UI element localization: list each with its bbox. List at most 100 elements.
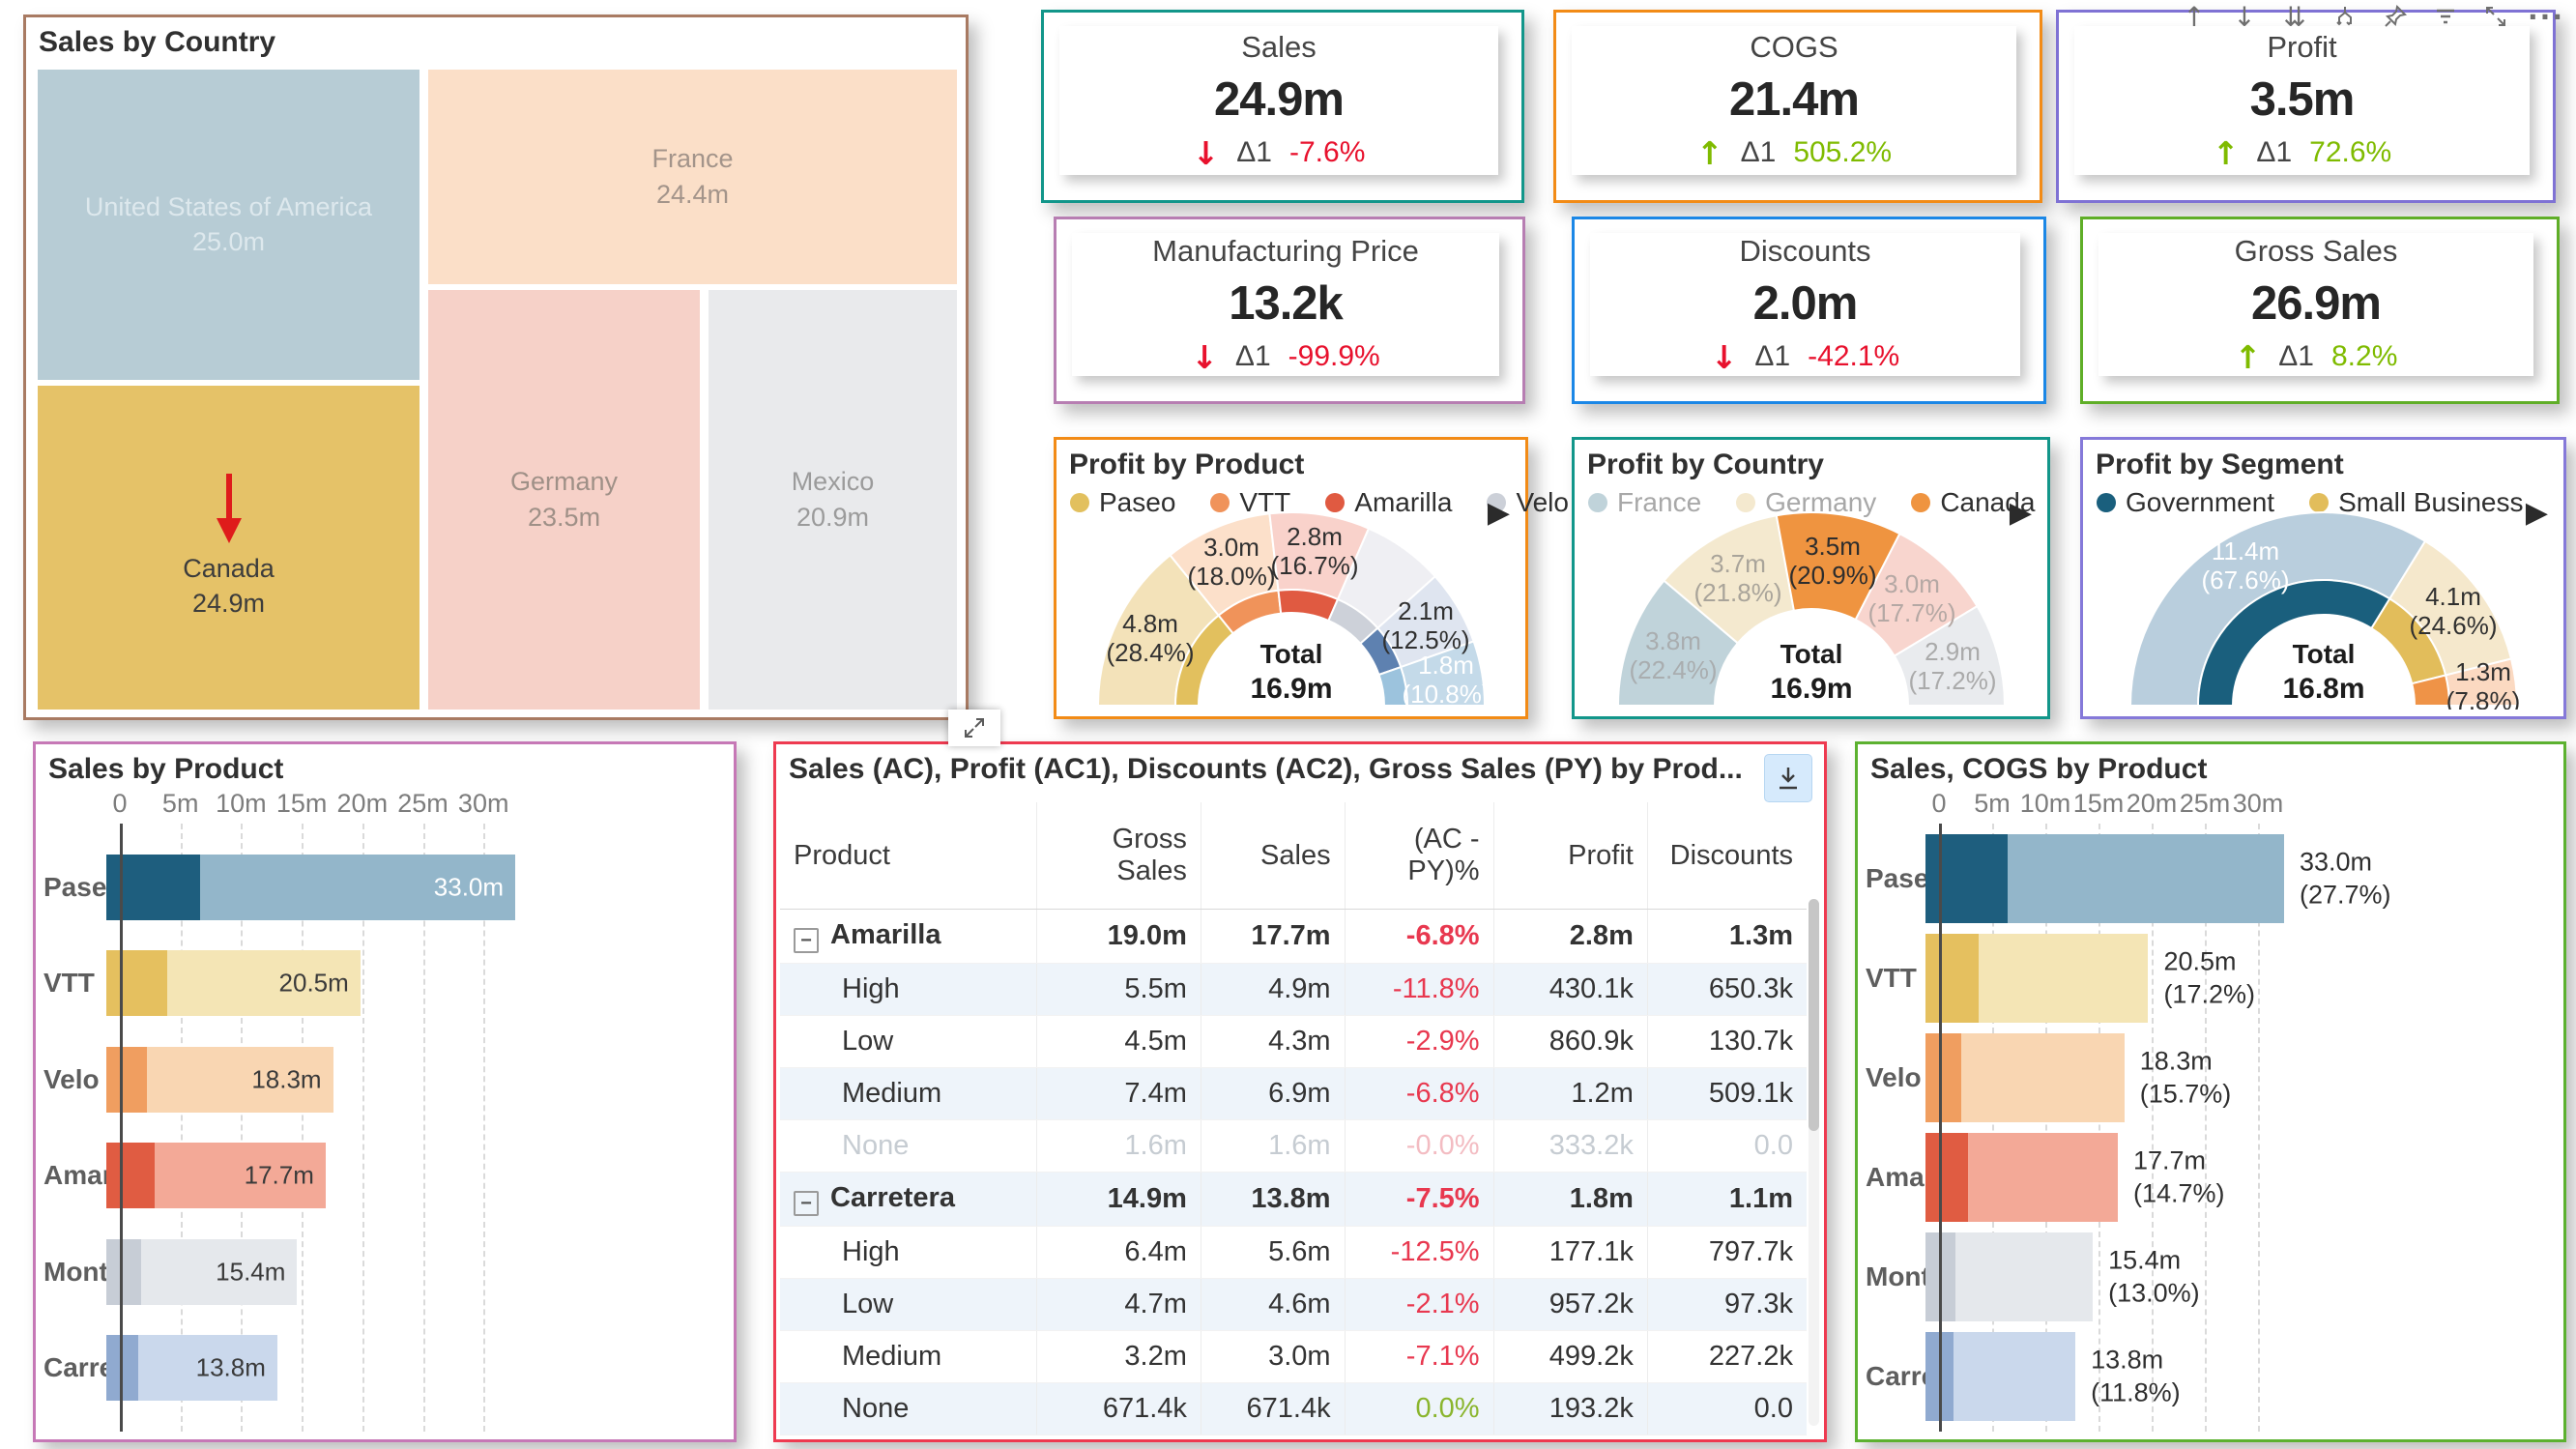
profit-by-country-donut[interactable]: Profit by Country France Germany Canada ▶ … [1572,437,2050,719]
table-row-medium[interactable]: Medium 3.2m 3.0m -7.1% 499.2k 227.2k [780,1330,1807,1383]
legend-scroll-arrow-icon[interactable]: ▶ [2525,496,2548,530]
bar-rest-segment[interactable] [138,1335,277,1402]
kpi-card-sales[interactable]: Sales 24.9m ↓ Δ1 -7.6% [1041,10,1524,203]
filter-icon[interactable] [2431,2,2460,31]
column-header-product[interactable]: Product [780,802,1037,910]
focus-mode-icon[interactable] [2481,2,2510,31]
table-row-medium[interactable]: Medium 7.4m 6.9m -6.8% 1.2m 509.1k [780,1067,1807,1120]
more-options-icon[interactable]: ··· [2528,0,2564,33]
table-scrollbar[interactable] [1809,899,1819,1426]
donut-segment[interactable] [2196,579,2391,707]
bar-highlight-segment[interactable] [106,1238,141,1305]
donut-segment[interactable] [1892,604,2006,707]
segment-pct-label: (18.0%) [1187,562,1275,591]
bar-rest-segment[interactable] [1955,1232,2094,1321]
column-header--ac-py-[interactable]: (AC - PY)% [1344,802,1494,910]
bar-highlight-segment[interactable] [106,950,167,1017]
bar[interactable]: 15.4m [106,1238,298,1305]
column-header-gross-sales[interactable]: Gross Sales [1036,802,1201,910]
bar-rest-segment[interactable] [1979,934,2149,1023]
bar-rest-segment[interactable] [166,950,361,1017]
scrollbar-thumb[interactable] [1809,899,1819,1131]
column-header-sales[interactable]: Sales [1200,802,1346,910]
bar[interactable]: 20.5m [106,950,361,1017]
bar[interactable]: 33.0m [106,854,516,920]
table-row-high[interactable]: High 6.4m 5.6m -12.5% 177.1k 797.7k [780,1226,1807,1279]
table-row-none[interactable]: None 671.4k 671.4k 0.0% 193.2k 0.0 [780,1382,1807,1435]
table-row-carretera[interactable]: − Carretera 14.9m 13.8m -7.5% 1.8m 1.1m [780,1172,1807,1227]
bar-rest-segment[interactable] [147,1046,333,1113]
drill-up-icon[interactable]: ↑ [2183,0,2206,33]
profit-by-product-donut[interactable]: Profit by Product Paseo VTT Amarilla Velo ▶… [1054,437,1569,719]
table-row-high[interactable]: High 5.5m 4.9m -11.8% 430.1k 650.3k [780,963,1807,1016]
table-row-none[interactable]: None 1.6m 1.6m -0.0% 333.2k 0.0 [780,1119,1807,1173]
bar-highlight-segment[interactable] [1925,1033,1962,1122]
bar[interactable]: 17.7m [106,1143,326,1209]
bar[interactable] [1925,834,2284,923]
legend-item-velo[interactable]: Velo [1487,487,1569,518]
legend-item-france[interactable]: France [1588,487,1701,518]
donut-chart[interactable]: 11.4m (67.6%) 4.1m (24.6%) 1.3m (7.8%) Tota… [2083,497,2563,715]
donut-chart[interactable]: 3.8m (22.4%) 3.7m (21.8%) 3.5m (20.9%) 3.0m… [1575,497,2047,714]
bar-highlight-segment[interactable] [1925,1133,1968,1222]
pin-icon[interactable] [2381,2,2410,31]
profit-by-segment-donut[interactable]: Profit by Segment Government Small Busine… [2080,437,2566,719]
bar-rest-segment[interactable] [1954,1332,2076,1421]
legend-scroll-arrow-icon[interactable]: ▶ [2009,496,2032,530]
legend-item-amarilla[interactable]: Amarilla [1325,487,1452,518]
bar-rest-segment[interactable] [2008,834,2284,923]
sales-cogs-by-product-bar-chart[interactable]: Sales, COGS by Product 0 5m 10m 15m 20m 25m 30… [1855,741,2566,1442]
table-row-montana[interactable]: −Montana16.5m15.4m-7.0%2.1m1.2m [780,1435,1807,1436]
donut-segment[interactable] [2410,674,2450,707]
sales-by-product-bar-chart[interactable]: Sales by Product 0 5m 10m 15m 20m 25m 30m Paseo… [33,741,737,1442]
table-row-amarilla[interactable]: − Amarilla 19.0m 17.7m -6.8% 2.8m 1.3m [780,909,1807,964]
bar[interactable] [1925,1332,2076,1421]
bar-rest-segment[interactable] [1967,1133,2118,1222]
column-header-discounts[interactable]: Discounts [1646,802,1807,910]
drill-down-icon[interactable]: ↓ [2233,0,2256,33]
donut-chart[interactable]: 4.8m (28.4%) 3.0m (18.0%) 2.8m (16.7%) 2.1m… [1056,497,1525,714]
bar-highlight-segment[interactable] [106,1046,148,1113]
bar-rest-segment[interactable] [140,1238,298,1305]
treemap-tile-france[interactable]: France 24.4m [427,69,958,284]
sales-by-country-treemap[interactable]: Sales by Country United States of Americ… [23,14,969,720]
bar[interactable]: 18.3m [106,1046,333,1113]
legend-item-small-business[interactable]: Small Business [2309,487,2523,518]
kpi-card-cogs[interactable]: COGS 21.4m ↑ Δ1 505.2% [1553,10,2042,203]
table-row-low[interactable]: Low 4.5m 4.3m -2.9% 860.9k 130.7k [780,1015,1807,1068]
bar[interactable] [1925,1232,2094,1321]
table-row-low[interactable]: Low 4.7m 4.6m -2.1% 957.2k 97.3k [780,1278,1807,1331]
legend-scroll-arrow-icon[interactable]: ▶ [1487,496,1510,530]
category-label: Velo [1866,1062,1922,1092]
bar-rest-segment[interactable] [154,1143,326,1209]
bar-highlight-segment[interactable] [1925,834,2009,923]
focus-mode-popup-button[interactable] [948,710,1000,746]
bar-rest-segment[interactable] [200,854,516,920]
treemap-tile-united-states-of-america[interactable]: United States of America 25.0m [37,69,420,380]
drill-mode-toggle-button[interactable] [1764,754,1812,802]
treemap-tile-canada[interactable]: Canada 24.9m [37,386,420,710]
legend-item-paseo[interactable]: Paseo [1070,487,1175,518]
legend-item-government[interactable]: Government [2097,487,2274,518]
bar[interactable] [1925,1133,2118,1222]
collapse-icon[interactable]: − [794,928,819,953]
treemap-tile-mexico[interactable]: Mexico 20.9m [708,289,958,710]
treemap-tile-germany[interactable]: Germany 23.5m [427,289,701,710]
drill-down-level-icon[interactable]: ⇊ [2283,0,2306,33]
donut-segment[interactable] [1376,665,1408,707]
bar[interactable]: 13.8m [106,1335,277,1402]
bar-rest-segment[interactable] [1961,1033,2125,1122]
product-matrix-table[interactable]: Sales (AC), Profit (AC1), Discounts (AC2… [773,710,1827,1442]
kpi-card-gross-sales[interactable]: Gross Sales 26.9m ↑ Δ1 8.2% [2080,217,2560,404]
kpi-card-discounts[interactable]: Discounts 2.0m ↓ Δ1 -42.1% [1572,217,2046,404]
bar[interactable] [1925,934,2149,1023]
kpi-card-profit[interactable]: Profit 3.5m ↑ Δ1 72.6% [2056,10,2556,203]
bar[interactable] [1925,1033,2125,1122]
expand-all-levels-icon[interactable] [2330,2,2359,31]
bar-highlight-segment[interactable] [1925,934,1980,1023]
bar-highlight-segment[interactable] [106,1143,155,1209]
kpi-card-manufacturing-price[interactable]: Manufacturing Price 13.2k ↓ Δ1 -99.9% [1054,217,1525,404]
collapse-icon[interactable]: − [794,1191,819,1216]
legend-item-canada[interactable]: Canada [1911,487,2035,518]
column-header-profit[interactable]: Profit [1492,802,1648,910]
